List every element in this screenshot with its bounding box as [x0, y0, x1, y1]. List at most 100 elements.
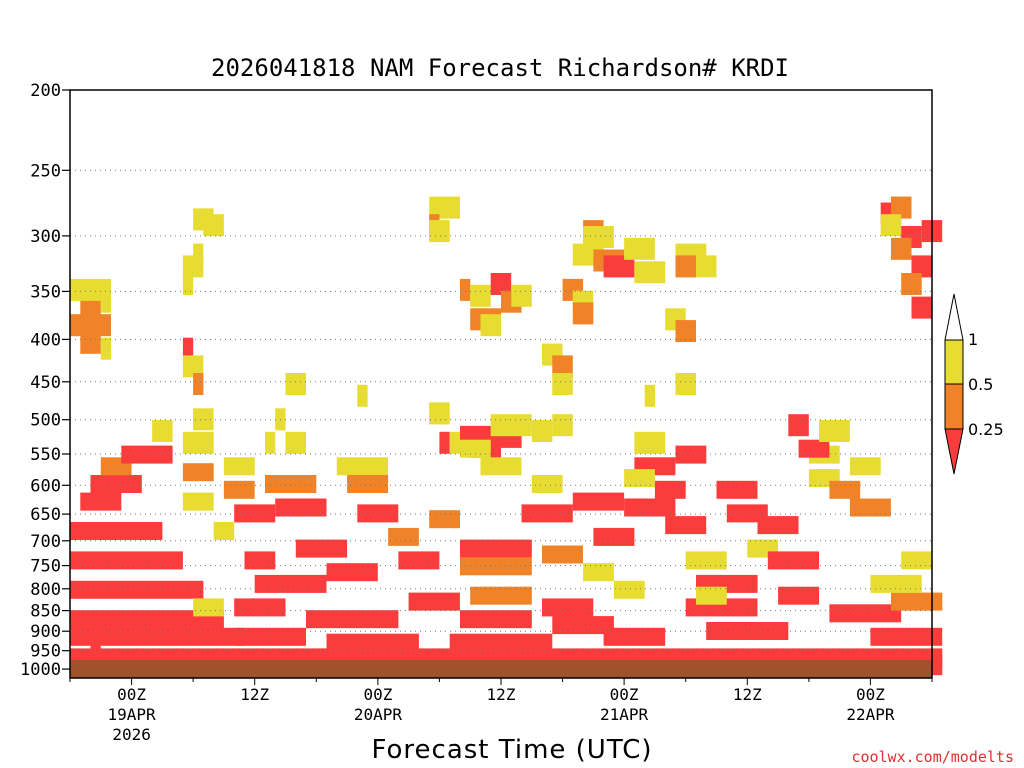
plot-background	[70, 90, 932, 678]
heatmap-cell	[100, 290, 112, 313]
heatmap-cell	[767, 551, 820, 570]
heatmap-cell	[357, 504, 399, 523]
x-tick-year-label: 2026	[112, 725, 151, 744]
heatmap-cell	[572, 302, 594, 325]
heatmap-cell	[193, 598, 224, 617]
heatmap-cell	[788, 414, 809, 437]
heatmap-cell	[531, 420, 553, 442]
heatmap-cell	[542, 598, 594, 617]
y-axis: 200 250 300 350 400 450 500 550 600 650 700 750 8008…	[20, 81, 70, 680]
heatmap-cell	[429, 402, 440, 425]
heatmap-cell	[583, 563, 614, 582]
y-tick-label: 400	[30, 330, 61, 350]
heatmap-cell	[644, 384, 655, 407]
heatmap-cell	[603, 627, 666, 646]
y-tick-label: 800	[30, 580, 61, 600]
legend-swatch-0.5-1	[944, 339, 964, 385]
heatmap-cell	[490, 273, 512, 295]
heatmap-cell	[778, 586, 820, 605]
heatmap-cell	[654, 480, 686, 499]
heatmap-cell	[460, 439, 491, 458]
heatmap-cell	[254, 574, 327, 593]
heatmap-cell	[460, 278, 471, 301]
heatmap-cell	[408, 592, 460, 611]
heatmap-cell	[213, 522, 235, 540]
heatmap-cell	[460, 539, 532, 558]
heatmap-cell	[490, 414, 532, 437]
heatmap-cell	[70, 580, 204, 599]
heatmap-cell	[388, 527, 419, 546]
heatmap-cell	[90, 475, 142, 493]
heatmap-cell	[429, 220, 450, 243]
heatmap-cell	[819, 420, 850, 442]
heatmap-cell	[572, 492, 625, 511]
heatmap-cells	[70, 196, 943, 676]
legend-label-0.5: 0.5	[968, 375, 993, 394]
heatmap-cell	[193, 208, 214, 231]
heatmap-cell	[880, 214, 902, 237]
y-tick-label: 600	[30, 476, 61, 496]
heatmap-cell	[285, 431, 306, 454]
heatmap-cell	[675, 255, 696, 278]
heatmap-cell	[182, 355, 204, 378]
heatmap-cell	[624, 237, 655, 260]
heatmap-cell	[675, 320, 696, 343]
heatmap-cell	[244, 551, 276, 570]
heatmap-cell	[593, 527, 635, 546]
heatmap-cell	[223, 457, 255, 476]
heatmap-cell	[429, 510, 460, 529]
heatmap-cell	[829, 604, 902, 623]
x-axis-title: Forecast Time (UTC)	[371, 735, 652, 765]
y-tick-label: 850	[30, 602, 61, 622]
heatmap-cell	[439, 402, 450, 425]
heatmap-cell	[757, 516, 799, 535]
x-tick-label: 12Z	[733, 685, 762, 704]
heatmap-cell	[665, 516, 707, 535]
heatmap-cell	[182, 431, 214, 454]
heatmap-cell	[182, 492, 214, 511]
heatmap-cell	[100, 337, 112, 360]
heatmap-cell	[234, 598, 286, 617]
heatmap-cell	[306, 610, 399, 629]
heatmap-cell	[706, 622, 789, 640]
legend-label-1: 1	[968, 330, 978, 349]
y-tick-label: 900	[30, 622, 61, 642]
heatmap-cell	[901, 273, 922, 295]
heatmap-cell	[480, 314, 501, 337]
heatmap-cell	[891, 196, 912, 219]
y-tick-label: 750	[30, 557, 61, 577]
heatmap-cell	[326, 563, 378, 582]
heatmap-cell	[80, 492, 122, 511]
legend-swatch-0.25-0.5	[944, 383, 964, 430]
heatmap-cell	[182, 337, 194, 360]
heatmap-cell	[870, 574, 922, 593]
heatmap-cell	[624, 469, 655, 488]
heatmap-cell	[829, 480, 861, 499]
x-tick-date-label: 20APR	[354, 705, 403, 724]
heatmap-cell	[603, 255, 635, 278]
y-tick-label: 550	[30, 445, 61, 465]
heatmap-cell	[716, 480, 758, 499]
heatmap-cell	[347, 475, 389, 493]
heatmap-cell	[70, 278, 111, 301]
y-tick-label: 1000	[20, 660, 61, 680]
legend-label-0.25: 0.25	[968, 420, 1004, 439]
x-tick-date-label: 21APR	[600, 705, 649, 724]
y-tick-label: 650	[30, 505, 61, 525]
x-tick-label: 12Z	[487, 685, 516, 704]
heatmap-cell	[357, 384, 368, 407]
legend-swatch-below-0.25	[944, 428, 964, 475]
heatmap-cell	[552, 414, 573, 437]
y-tick-label: 300	[30, 227, 61, 247]
heatmap-cell	[429, 196, 460, 219]
heatmap-cell	[449, 633, 553, 652]
x-tick-date-label: 22APR	[846, 705, 895, 724]
heatmap-cell	[849, 498, 891, 517]
heatmap-cell	[182, 463, 214, 482]
heatmap-cell	[439, 431, 450, 454]
heatmap-cell	[911, 296, 932, 319]
heatmap-cell	[891, 237, 912, 260]
heatmap-cell	[70, 551, 183, 570]
heatmap-cell	[685, 551, 727, 570]
